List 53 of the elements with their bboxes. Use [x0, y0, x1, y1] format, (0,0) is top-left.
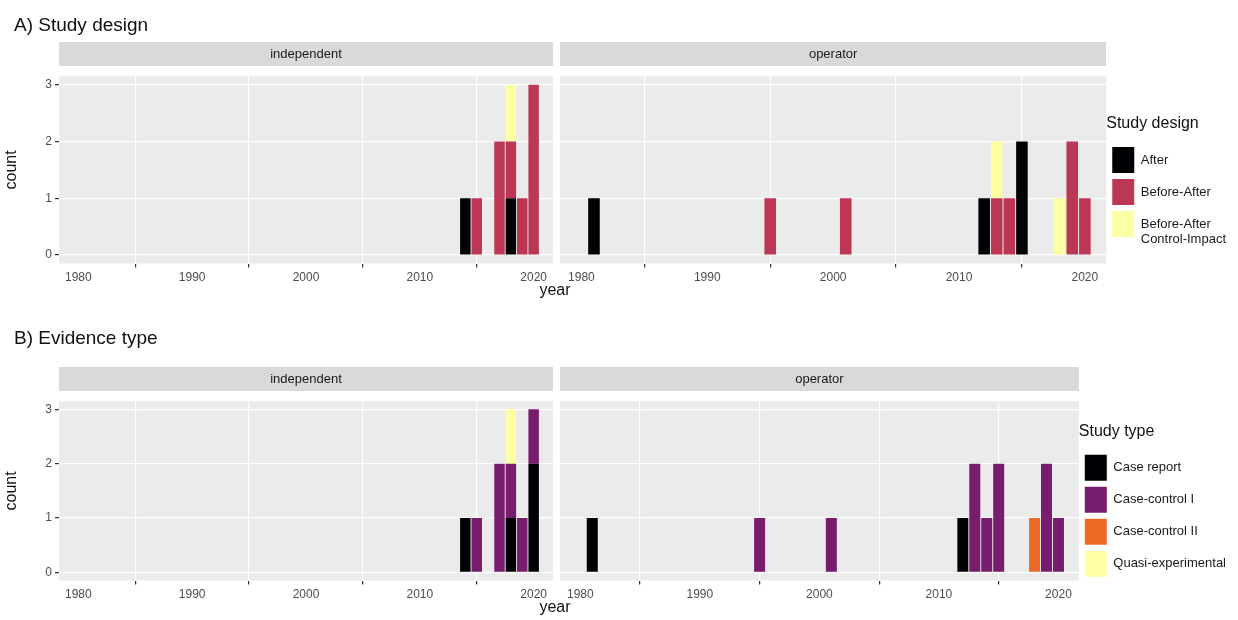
bar	[505, 409, 517, 464]
x-tick-label: 2020	[1045, 587, 1073, 602]
y-tick-label: 2	[45, 133, 53, 148]
y-tick-label: 2	[45, 456, 53, 471]
x-tick-label: 1990	[693, 270, 721, 285]
y-axis-title: count	[2, 470, 20, 511]
y-axis-title: count	[2, 149, 20, 190]
legend-label: Quasi-experimental	[1113, 555, 1227, 571]
bar	[505, 518, 517, 572]
chart-subtitle: independent	[59, 42, 553, 66]
x-tick-label: 2020	[1071, 270, 1099, 285]
bar	[517, 518, 528, 572]
y-tick-label: 0	[45, 247, 53, 262]
x-tick-label: 1990	[686, 587, 714, 602]
x-tick-label: 2000	[292, 270, 320, 285]
y-tick-label: 1	[45, 510, 53, 525]
chart-subtitle: independent	[59, 367, 553, 391]
chart-title: A) Study design	[14, 14, 149, 36]
x-tick-label: 1980	[65, 587, 93, 602]
y-tick-label: 1	[45, 190, 53, 205]
chart-subtitle: operator	[560, 42, 1107, 66]
bar	[528, 463, 539, 572]
legend-label: Case-control II	[1113, 523, 1198, 539]
legend-label: Case-control I	[1113, 491, 1195, 507]
x-tick-label: 2010	[406, 587, 434, 602]
legend-label: Before-After Control-Impact	[1140, 215, 1227, 247]
bar	[471, 518, 482, 572]
legend-label: After	[1140, 151, 1169, 167]
bar	[471, 198, 482, 255]
legend-label: Case report	[1113, 459, 1182, 475]
bar	[505, 198, 517, 255]
x-tick-label: 1980	[65, 270, 93, 285]
bar	[460, 198, 471, 255]
bar	[528, 409, 539, 464]
x-tick-label: 1990	[178, 270, 206, 285]
legend-label: Before-After	[1140, 183, 1212, 199]
x-tick-label: 1980	[568, 270, 596, 285]
x-tick-label: 2010	[925, 587, 953, 602]
legend-title: Study design	[1106, 114, 1199, 132]
chart-subtitle: operator	[560, 367, 1079, 391]
x-tick-label: 2010	[406, 270, 434, 285]
bar	[505, 84, 517, 142]
bar	[460, 518, 471, 572]
chart-title: B) Evidence type	[14, 327, 158, 349]
y-tick-label: 3	[45, 401, 53, 416]
y-tick-label: 3	[45, 77, 53, 92]
x-tick-label: 2000	[819, 270, 847, 285]
x-tick-label: 1990	[178, 587, 206, 602]
legend-title: Study type	[1078, 421, 1155, 439]
x-tick-label: 2000	[806, 587, 834, 602]
y-tick-label: 0	[45, 564, 53, 579]
x-tick-label: 2010	[945, 270, 973, 285]
x-tick-label: 2000	[292, 587, 320, 602]
